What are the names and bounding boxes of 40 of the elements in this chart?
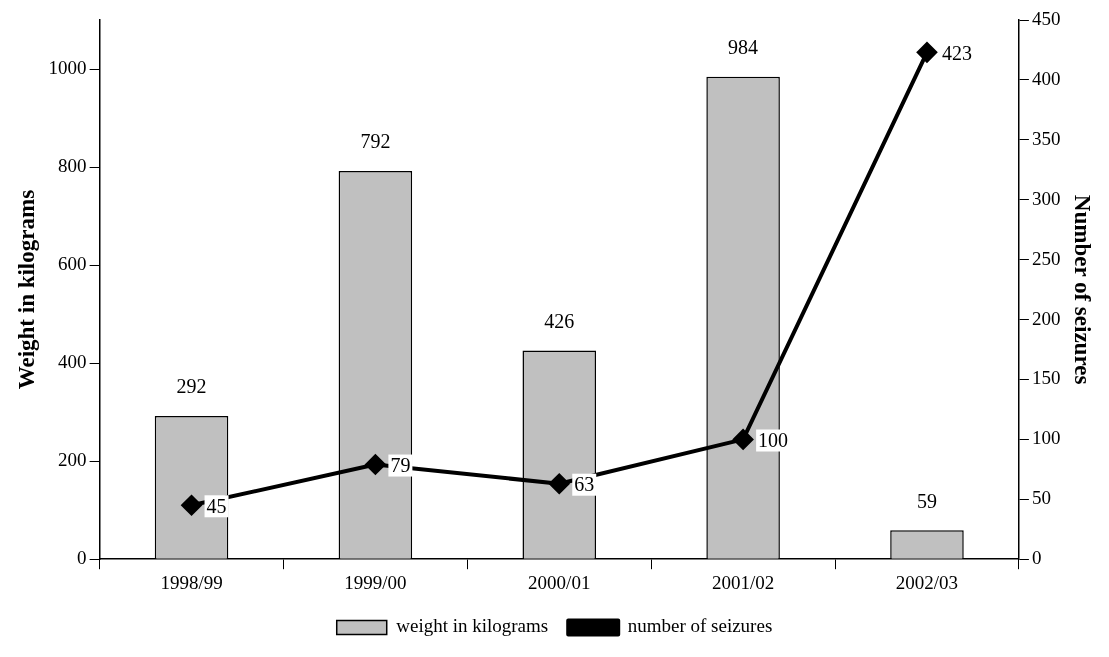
x-tick-label: 2001/02 — [711, 571, 775, 593]
point — [365, 454, 386, 475]
point — [733, 429, 754, 450]
x-tick-label: 2002/03 — [895, 571, 959, 593]
y-tick-label: 600 — [58, 253, 87, 275]
data-label: 79 — [390, 453, 411, 476]
y-axis-title: Weight in kilograms — [13, 189, 39, 390]
data-label: 426 — [544, 309, 575, 332]
y2-tick-label: 200 — [1031, 307, 1061, 329]
data-label: 59 — [916, 489, 937, 512]
y2-tick-label: 350 — [1031, 127, 1061, 149]
point — [181, 495, 202, 516]
data-label: 45 — [206, 494, 227, 517]
y2-tick-label: 50 — [1031, 487, 1051, 509]
data-label: 292 — [176, 375, 207, 398]
y-tick-label: 400 — [58, 351, 87, 373]
y-tick-label: 200 — [58, 449, 87, 471]
data-label: 423 — [941, 41, 972, 64]
legend-label: weight in kilograms — [396, 615, 549, 637]
y2-tick-label: 400 — [1031, 67, 1061, 89]
x-tick-label: 1998/99 — [160, 571, 223, 593]
y-tick-label: 1000 — [48, 57, 87, 78]
legend-label: number of seizures — [627, 615, 773, 637]
y2-axis-title: Number of seizures — [1070, 194, 1096, 385]
y2-tick-label: 450 — [1031, 7, 1061, 29]
point — [549, 473, 570, 494]
data-label: 984 — [728, 36, 759, 59]
x-tick-label: 2000/01 — [528, 571, 591, 593]
data-label: 792 — [360, 130, 391, 153]
y2-tick-label: 0 — [1031, 547, 1042, 569]
y2-tick-label: 100 — [1031, 427, 1061, 449]
point — [916, 42, 937, 63]
data-label: 63 — [574, 472, 595, 495]
y2-tick-label: 300 — [1031, 187, 1061, 209]
data-label: 100 — [758, 428, 789, 451]
y2-tick-label: 150 — [1031, 367, 1061, 389]
y-tick-label: 0 — [77, 547, 87, 569]
x-tick-label: 1999/00 — [344, 571, 407, 593]
y-tick-label: 800 — [58, 155, 87, 177]
y2-tick-label: 250 — [1031, 247, 1061, 269]
